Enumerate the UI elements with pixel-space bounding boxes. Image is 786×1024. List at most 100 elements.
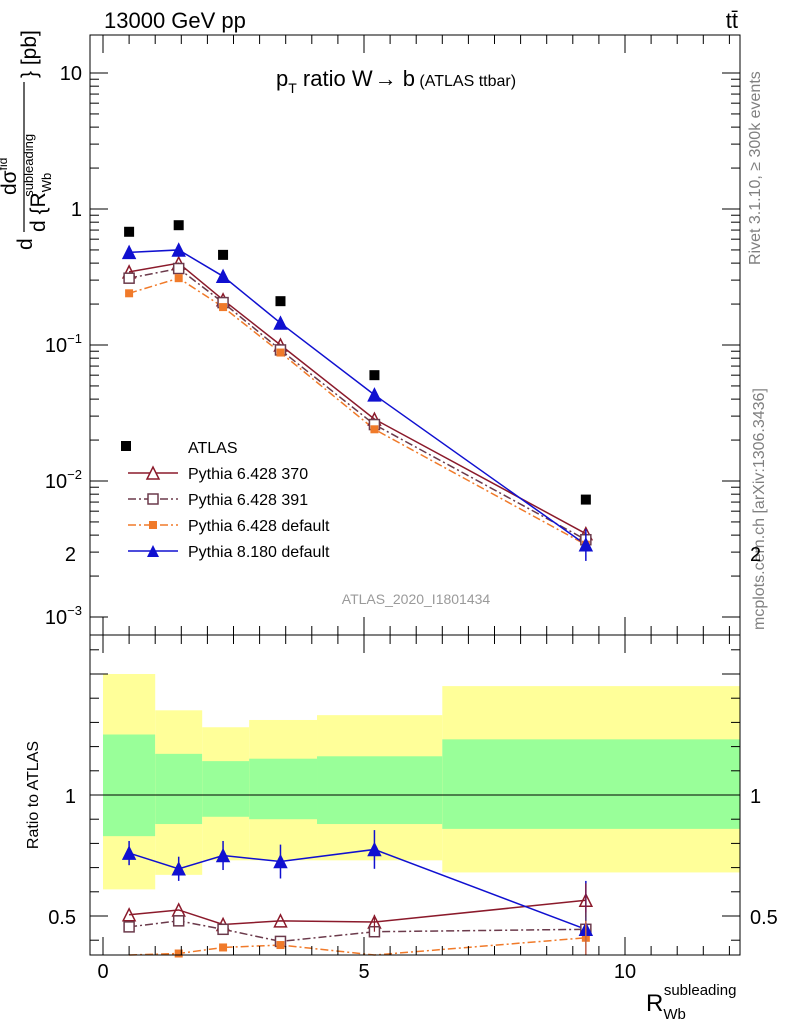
- main-ytick-label: 10−2: [45, 467, 82, 493]
- source-label: mcplots.cern.ch [arXiv:1306.3436]: [751, 388, 768, 630]
- ratio-point-pythia-6-428-default: [276, 941, 285, 950]
- main-point-atlas: [173, 220, 184, 231]
- ratio-band-green: [202, 761, 250, 817]
- main-point-atlas: [275, 296, 286, 307]
- x-label-sup: subleading: [664, 982, 737, 999]
- ratio-point-pythia-6-428-391: [217, 923, 229, 936]
- main-series-markers: [121, 220, 594, 561]
- main-point-pythia-6-428-default: [174, 274, 183, 283]
- main-ytick-label: 10−1: [45, 331, 82, 357]
- ratio-ytick-label-right: 2: [750, 544, 761, 566]
- main-ytick-label: 1: [71, 199, 82, 221]
- ratio-axis-ticks: [90, 635, 740, 955]
- x-tick-label: 0: [97, 961, 108, 983]
- plot-title-arrow: →: [375, 66, 397, 91]
- main-y-label: d dσfid d {RWbsubleading } [pb]: [0, 30, 54, 250]
- plot-title-rest: ratio W: [297, 66, 373, 91]
- main-point-pythia-6-428-391: [172, 262, 185, 275]
- ratio-point-pythia-6-428-370: [273, 913, 288, 928]
- ratio-band-green: [317, 756, 443, 825]
- main-ytick-label-exp: −2: [67, 467, 82, 482]
- legend-marker-pythia6-default: [149, 521, 157, 529]
- legend-label-atlas: ATLAS: [188, 440, 238, 457]
- y-label-rwb-sup: subleading: [21, 134, 36, 197]
- plot-title: pT ratio W→ b (ATLAS ttbar): [276, 66, 516, 96]
- ratio-band-green: [249, 758, 318, 820]
- analysis-watermark: ATLAS_2020_I1801434: [342, 591, 491, 607]
- x-label-sub: Wb: [663, 1006, 686, 1023]
- ratio-point-pythia-6-428-default: [174, 949, 183, 958]
- main-point-pythia-6-428-default: [370, 425, 379, 434]
- main-point-pythia-6-428-391: [123, 272, 135, 284]
- x-tick-label: 5: [358, 961, 369, 983]
- legend-entry-atlas: ATLAS: [121, 440, 238, 457]
- main-point-atlas: [124, 226, 135, 237]
- main-point-pythia-6-428-default: [276, 348, 285, 357]
- legend-label-pythia6-370: Pythia 6.428 370: [188, 466, 308, 483]
- main-ytick-label-base: 1: [71, 199, 82, 221]
- ratio-line-pythia-6-428-default: [129, 937, 586, 956]
- ratio-ytick-label-right: 1: [750, 786, 761, 808]
- ratio-ytick-label-left: 1: [65, 786, 76, 808]
- y-label-rwb-sub: Wb: [39, 173, 54, 193]
- legend-label-pythia6-default: Pythia 6.428 default: [188, 518, 330, 535]
- legend-entry-pythia6-391: Pythia 6.428 391: [128, 492, 308, 509]
- legend-label-pythia6-391: Pythia 6.428 391: [188, 492, 308, 509]
- y-label-dsigma-sup: fid: [0, 158, 10, 171]
- legend-marker-pythia6-370: [145, 465, 161, 480]
- main-line-pythia-6-428-391: [128, 267, 587, 541]
- main-line-pythia-8-180-default: [129, 249, 587, 546]
- legend-entry-pythia6-370: Pythia 6.428 370: [128, 465, 308, 483]
- ratio-series-lines: [128, 848, 587, 956]
- header-left: 13000 GeV pp: [104, 8, 246, 33]
- main-point-pythia-8-180-default: [367, 387, 382, 402]
- main-ytick-label: 10: [60, 63, 82, 85]
- main-point-atlas: [580, 494, 591, 505]
- ratio-line-pythia-8-180-default: [128, 848, 587, 931]
- main-line-pythia-6-428-370: [128, 262, 587, 535]
- legend-marker-atlas: [121, 441, 131, 451]
- main-ytick-label-base: 10: [45, 607, 67, 629]
- x-axis-label: RWb subleading: [646, 982, 736, 1023]
- legend-label-pythia8-default: Pythia 8.180 default: [188, 544, 330, 561]
- y-label-dsigma: dσfid: [0, 158, 21, 195]
- ratio-x-tick-labels: 0 5 10: [97, 961, 636, 983]
- y-label-dsigma-text: dσ: [0, 170, 21, 195]
- main-line-pythia-6-428-default: [128, 277, 587, 546]
- plot-title-p: p: [276, 66, 288, 91]
- legend-entry-pythia8-default: Pythia 8.180 default: [128, 544, 330, 561]
- y-label-rwb: d {R: [27, 192, 50, 232]
- ratio-line-pythia-6-428-370: [129, 899, 586, 926]
- ratio-ytick-label-right: 0.5: [750, 907, 778, 929]
- rivet-label: Rivet 3.1.10, ≥ 300k events: [747, 71, 764, 265]
- ratio-band-green: [442, 739, 740, 829]
- main-point-pythia-6-428-default: [125, 289, 134, 298]
- main-ytick-label-base: 10: [60, 63, 82, 85]
- main-series-lines: [128, 249, 587, 546]
- ratio-ytick-label-left: 2: [65, 544, 76, 566]
- legend-marker-pythia8-default: [147, 545, 159, 557]
- ratio-band-green: [103, 734, 156, 837]
- y-label-d: d: [14, 238, 37, 250]
- legend-marker-pythia6-391: [147, 493, 159, 505]
- main-axis-ticks: [90, 35, 740, 635]
- ratio-point-pythia-6-428-391: [172, 915, 185, 927]
- main-point-atlas: [369, 370, 380, 381]
- y-label-unit: } [pb]: [18, 30, 41, 78]
- main-ytick-label-exp: −1: [67, 331, 82, 346]
- plot-title-sub: T: [288, 80, 297, 96]
- main-ytick-label: 10−3: [45, 603, 82, 629]
- main-ytick-label-base: 10: [45, 471, 67, 493]
- ratio-point-pythia-6-428-default: [219, 943, 228, 952]
- main-point-pythia-8-180-default: [171, 242, 186, 257]
- x-label-r: R: [646, 990, 663, 1017]
- ratio-y-tick-labels: 0.5 0.5 1 1 2 2: [48, 544, 778, 929]
- ratio-band-green: [155, 753, 203, 825]
- plot-title-b: b: [397, 66, 415, 91]
- main-point-pythia-8-180-default: [273, 315, 288, 330]
- plot-title-small: (ATLAS ttbar): [415, 73, 516, 90]
- ratio-line-pythia-6-428-391: [129, 920, 586, 943]
